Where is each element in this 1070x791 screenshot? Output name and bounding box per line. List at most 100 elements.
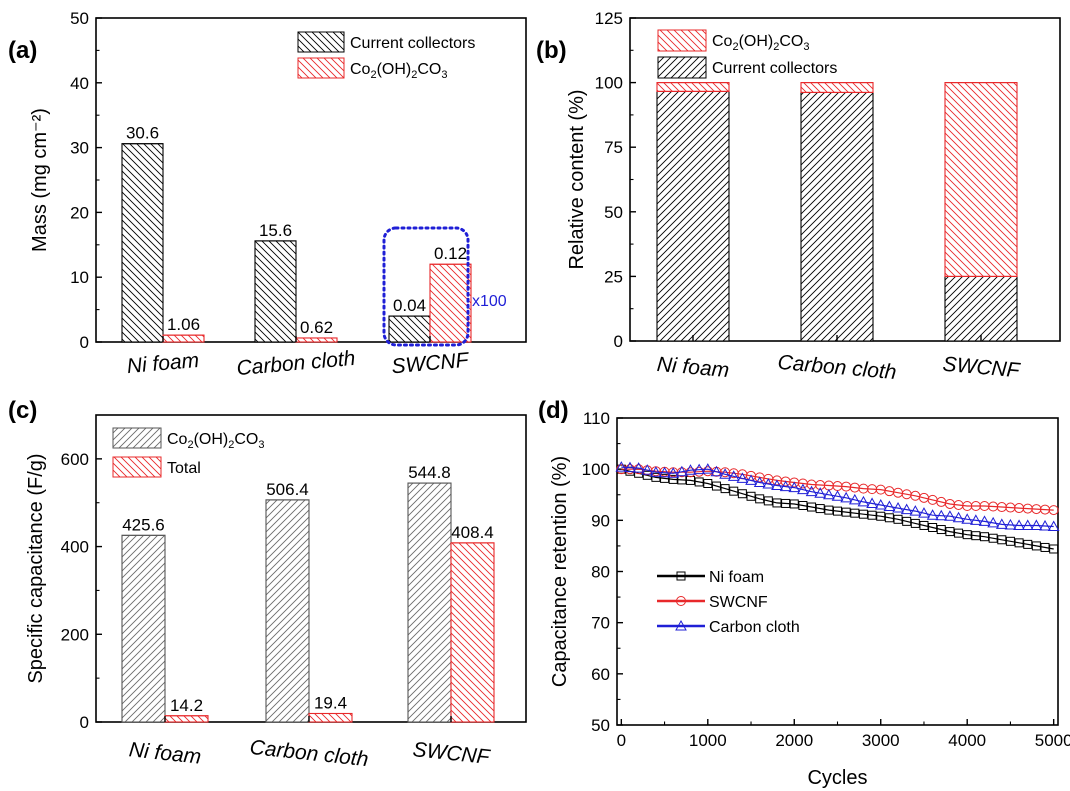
panel-d-point-0-2900 [867, 510, 877, 520]
panel-d-point-0-1400 [737, 489, 747, 499]
panel-b-ytick-label-1: 25 [604, 267, 623, 286]
panel-d-point-2-1100 [710, 465, 723, 477]
panel-c-plot: 0 200 400 600 Specific capacitance (F/g) 425.… [25, 414, 527, 771]
panel-label-c: (c) [8, 397, 37, 424]
panel-d-point-2-4100 [970, 514, 982, 525]
panel-a-bar-0-2 [388, 315, 431, 343]
panel-b-category-label-2: SWCNF [942, 353, 1022, 383]
panel-b-legend-0-swatch [657, 29, 707, 52]
panel-b: (b) 0 25 50 75 100 125 Relative content (%) Ni … [536, 9, 1061, 384]
panel-d-point-2-300 [641, 464, 654, 475]
panel-b-ylabel: Relative content (%) [566, 89, 588, 269]
panel-d-point-2-4900 [1039, 519, 1051, 531]
panel-d-point-2-2300 [814, 487, 827, 498]
panel-a-bar-1-0 [162, 334, 205, 343]
panel-d-ytick-label-0: 50 [591, 716, 610, 735]
panel-c-category-label-2: SWCNF [412, 738, 492, 769]
panel-d-point-2-3800 [944, 510, 956, 521]
panel-c-legend-label-0-part-4: CO [234, 431, 258, 448]
panel-d-ytick-label-1: 60 [591, 665, 610, 684]
panel-c-ytick-label-3: 600 [61, 450, 89, 469]
panel-d-point-2-1600 [753, 476, 766, 487]
panel-d-point-2-2400 [823, 488, 835, 500]
panel-d-point-2-600 [667, 467, 680, 478]
panel-d-point-2-3500 [918, 507, 930, 518]
panel-a-legend-label-0: Current collectors [350, 35, 475, 52]
panel-d-point-0-3600 [928, 522, 938, 532]
panel-d-point-0-2600 [841, 507, 851, 517]
panel-d-point-0-1800 [772, 498, 782, 508]
panel-d: (d) 50 60 70 80 90 100 110 Capacitance retentio… [538, 397, 1070, 789]
panel-b-legend-label-1-part-0: Current collectors [712, 60, 837, 77]
panel-d-point-0-4500 [1005, 536, 1015, 546]
panel-d-legend-marker-2 [675, 619, 687, 631]
panel-c-legend-0-swatch [112, 427, 162, 449]
panel-c-legend-label-0-part-1: 2 [187, 439, 193, 451]
panel-d-point-2-800 [684, 464, 697, 475]
panel-c-bar-0-2 [407, 482, 452, 723]
panel-c-legend-label-0-part-3: 2 [228, 439, 234, 451]
panel-d-point-2-200 [632, 462, 645, 473]
panel-b-legend-label-0-part-5: 3 [803, 41, 809, 53]
panel-b-ytick-label-3: 75 [604, 138, 623, 157]
panel-a-legend-label-1: Co2(OH)2CO3 [350, 61, 447, 81]
panel-d-point-0-3400 [910, 518, 920, 528]
panel-d-plot: 50 60 70 80 90 100 110 Capacitance retention (%… [549, 409, 1070, 789]
panel-a-ytick-label-3: 30 [70, 139, 89, 158]
panel-a-legend-0-swatch [297, 31, 345, 53]
panel-d-point-0-1600 [755, 494, 765, 504]
panel-c-ytick-label-0: 0 [80, 713, 89, 732]
panel-b-category-label-0: Ni foam [656, 353, 730, 382]
panel-a: (a) 0 10 20 30 40 50 Mass (mg cm⁻²) 30.6 1.06 15.… [8, 9, 527, 380]
panel-d-ylabel: Capacitance retention (%) [549, 456, 571, 687]
panel-b-bar-0-2 [944, 275, 1018, 342]
panel-d-point-0-3300 [902, 516, 912, 526]
panel-d-point-2-4500 [1004, 518, 1017, 530]
panel-d-point-2-1500 [745, 474, 757, 485]
panel-d-point-0-4800 [1031, 541, 1041, 551]
panel-d-ytick-label-5: 100 [582, 460, 610, 479]
panel-c-bar-label-1-0: 14.2 [170, 696, 203, 715]
panel-d-ytick-label-6: 110 [583, 409, 610, 428]
panel-c-ytick-label-2: 400 [61, 538, 89, 557]
panel-d-point-2-4000 [961, 513, 974, 524]
panel-d-xtick-label-5: 5000 [1035, 731, 1070, 750]
panel-d-point-2-5000 [1047, 520, 1060, 531]
panel-c-legend-label-0-part-5: 3 [258, 439, 264, 451]
panel-c-legend-label-1-part-0: Total [167, 460, 201, 477]
panel-d-point-0-2300 [815, 504, 825, 514]
panel-a-bar-label-0-1: 15.6 [259, 221, 292, 240]
panel-d-point-0-1700 [763, 496, 773, 506]
panel-d-point-2-4600 [1013, 519, 1025, 530]
panel-d-point-2-2200 [805, 485, 818, 497]
panel-d-point-0-2000 [789, 499, 799, 509]
panel-a-ytick-label-1: 10 [70, 268, 89, 287]
panel-c-bar-0-0 [121, 534, 166, 723]
panel-a-bar-label-0-2: 0.04 [393, 296, 426, 315]
panel-a-legend-label-1-part-2: (OH) [377, 61, 412, 78]
panel-b-ytick-label-2: 50 [604, 203, 623, 222]
panel-d-legend-label-2: Carbon cloth [709, 619, 800, 636]
panel-d-point-0-4300 [988, 533, 998, 543]
panel-d-point-2-900 [693, 463, 705, 475]
panel-a-legend-label-1-part-5: 3 [441, 69, 447, 81]
panel-d-xtick-label-1: 1000 [689, 731, 727, 750]
panel-b-bar-1-0 [656, 82, 730, 92]
panel-a-legend-label-1-part-3: 2 [411, 69, 417, 81]
panel-d-point-2-1800 [771, 479, 783, 491]
panel-d-point-0-4700 [1023, 539, 1033, 549]
panel-b-ytick-label-5: 125 [595, 9, 623, 28]
panel-b-plot: 0 25 50 75 100 125 Relative content (%) Ni foam… [566, 9, 1061, 384]
panel-c: (c) 0 200 400 600 Specific capacitance (F/g)… [8, 397, 527, 771]
panel-d-point-2-3600 [926, 509, 939, 520]
panel-d-point-2-700 [676, 465, 688, 477]
panel-d-point-0-4900 [1040, 542, 1050, 552]
panel-d-point-0-3200 [893, 514, 903, 524]
panel-a-bar-label-1-1: 0.62 [300, 318, 333, 337]
panel-a-bar-label-1-0: 1.06 [167, 315, 200, 334]
panel-d-point-0-1100 [711, 481, 721, 491]
panel-d-point-0-600 [668, 474, 678, 484]
panel-d-point-0-3500 [919, 520, 929, 530]
panel-d-point-0-1900 [781, 498, 791, 508]
panel-a-ytick-label-0: 0 [80, 333, 89, 352]
